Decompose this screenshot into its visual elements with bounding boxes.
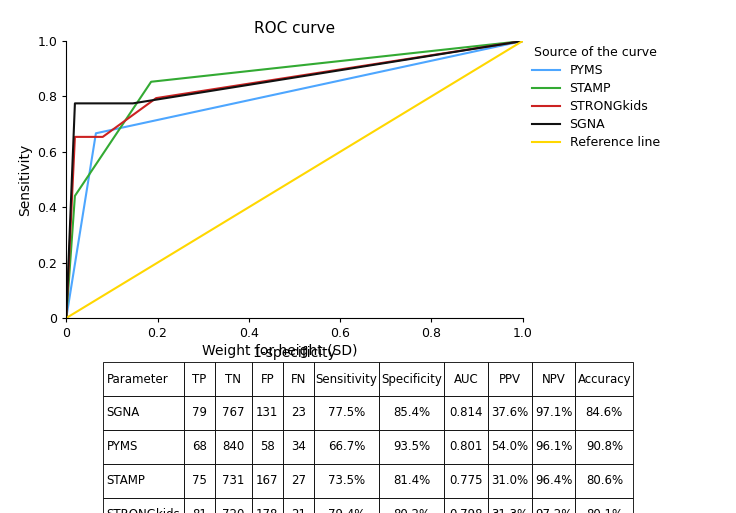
STAMP — [146, 78, 155, 85]
STRONGkids — [99, 134, 107, 140]
Text: Weight for height (SD): Weight for height (SD) — [202, 344, 358, 358]
Line: STAMP: STAMP — [66, 41, 523, 318]
STAMP — [518, 38, 527, 44]
PYMS — [62, 315, 71, 321]
X-axis label: 1-specificity: 1-specificity — [252, 346, 336, 360]
SGNA — [518, 38, 527, 44]
STRONGkids — [152, 95, 160, 101]
PYMS — [518, 38, 527, 44]
STAMP — [71, 193, 79, 199]
Line: SGNA: SGNA — [66, 41, 523, 318]
Title: ROC curve: ROC curve — [254, 21, 335, 36]
SGNA — [62, 315, 71, 321]
PYMS — [91, 130, 100, 136]
Legend: PYMS, STAMP, STRONGkids, SGNA, Reference line: PYMS, STAMP, STRONGkids, SGNA, Reference… — [527, 41, 665, 154]
PYMS — [91, 130, 100, 136]
Line: STRONGkids: STRONGkids — [66, 41, 523, 318]
SGNA — [129, 101, 138, 107]
STRONGkids — [71, 134, 79, 140]
Line: PYMS: PYMS — [66, 41, 523, 318]
STRONGkids — [518, 38, 527, 44]
Y-axis label: Sensitivity: Sensitivity — [18, 144, 32, 215]
STAMP — [62, 315, 71, 321]
STRONGkids — [62, 315, 71, 321]
SGNA — [71, 101, 79, 107]
